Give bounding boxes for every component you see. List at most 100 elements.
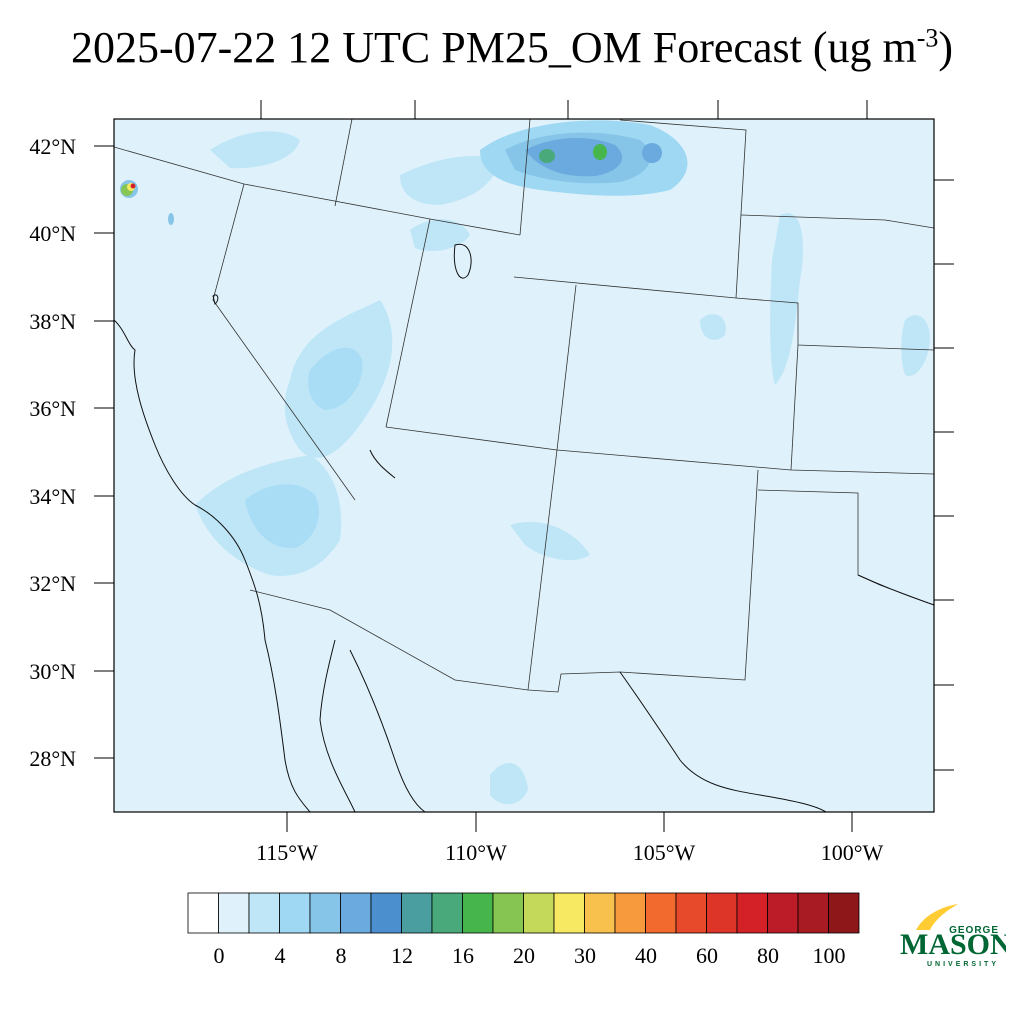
logo-line2: MASON xyxy=(900,928,1006,961)
colorbar-swatch xyxy=(736,892,768,934)
plume-idaho-east xyxy=(400,155,500,205)
colorbar-tick-label: 4 xyxy=(275,943,286,968)
logo-line3: UNIVERSITY xyxy=(927,961,999,968)
lat-label: 36°N xyxy=(29,396,76,421)
logo-line1: GEORGE xyxy=(949,925,999,936)
plume-nevada-core xyxy=(308,347,363,410)
great-salt-lake xyxy=(453,243,472,279)
longitude-labels: 115°W 110°W 105°W 100°W xyxy=(256,840,883,865)
logo-flame-icon xyxy=(916,904,958,930)
plume-wyoming-hot-2 xyxy=(593,144,607,160)
colorbar-swatch xyxy=(187,892,219,934)
title-time: 12 UTC xyxy=(287,23,431,72)
colorbar-swatch xyxy=(675,892,707,934)
colorbar-swatch xyxy=(767,892,799,934)
colorbar-swatch xyxy=(218,892,250,934)
red-river xyxy=(857,574,935,606)
border-sd-ne xyxy=(740,214,935,229)
plume-plains-2 xyxy=(901,315,930,376)
border-id-mt xyxy=(334,118,353,207)
colorbar xyxy=(187,892,860,934)
lat-label: 34°N xyxy=(29,484,76,509)
colorbar-swatch xyxy=(492,892,524,934)
latitude-labels: 42°N 40°N 38°N 36°N 34°N 32°N 30°N 28°N xyxy=(29,134,76,771)
colorbar-swatch xyxy=(797,892,829,934)
map-title: 2025-07-22 12 UTC PM25_OM Forecast (ug m… xyxy=(0,22,1024,73)
frame-ticks xyxy=(94,100,954,832)
lat-label: 32°N xyxy=(29,571,76,596)
lat-label: 40°N xyxy=(29,221,76,246)
plume-nm xyxy=(510,521,590,561)
river-colorado xyxy=(369,449,396,479)
colorbar-swatch xyxy=(553,892,585,934)
colorbar-swatch xyxy=(828,892,860,934)
colorbar-swatch xyxy=(645,892,677,934)
plume-wyoming-hot-1 xyxy=(539,149,555,163)
colorbar-tick-label: 8 xyxy=(336,943,347,968)
border-wy-east xyxy=(619,119,747,299)
lat-label: 42°N xyxy=(29,134,76,159)
state-boundaries xyxy=(113,118,935,693)
colorbar-swatch xyxy=(279,892,311,934)
colorbar-tick-label: 60 xyxy=(696,943,718,968)
border-wy-south xyxy=(513,276,737,299)
plume-wyoming-east xyxy=(642,143,662,163)
border-ks-ok xyxy=(790,344,799,471)
lake-tahoe xyxy=(212,294,219,305)
plume-mexico xyxy=(490,763,528,805)
title-variable: PM25_OM xyxy=(441,23,642,72)
title-kind: Forecast xyxy=(652,23,802,72)
border-wy-west xyxy=(519,118,531,236)
plume-idaho xyxy=(210,131,300,169)
border-nv-ut xyxy=(385,218,431,428)
border-ca-nv xyxy=(212,183,356,501)
colorbar-tick-label: 30 xyxy=(574,943,596,968)
title-units-prefix: (ug m xyxy=(812,23,917,72)
colorbar-swatch xyxy=(431,892,463,934)
title-units-exponent: -3 xyxy=(916,23,939,53)
fire-hotspot-red xyxy=(130,183,136,189)
colorbar-swatch xyxy=(309,892,341,934)
colorbar-swatch xyxy=(370,892,402,934)
lat-label: 28°N xyxy=(29,746,76,771)
colorbar-tick-label: 100 xyxy=(813,943,846,968)
map-frame xyxy=(113,118,935,813)
colorbar-swatch xyxy=(614,892,646,934)
rio-grande xyxy=(619,671,827,813)
map-background xyxy=(114,119,934,812)
fire-hotspot-small xyxy=(168,213,174,225)
colorbar-swatch xyxy=(706,892,738,934)
border-ut-co xyxy=(556,284,577,451)
border-ne-ks xyxy=(735,297,935,351)
coast-california xyxy=(113,319,311,813)
colorbar-swatch xyxy=(462,892,494,934)
lon-label: 105°W xyxy=(633,840,696,865)
border-nm-tx xyxy=(249,469,759,693)
border-or-ca-nv-id xyxy=(113,146,521,236)
colorbar-tick-label: 20 xyxy=(513,943,535,968)
concentration-plumes xyxy=(120,120,930,805)
plume-plains-1 xyxy=(770,213,804,385)
title-units-suffix: ) xyxy=(938,23,954,72)
colorbar-tick-label: 16 xyxy=(452,943,474,968)
colorbar-tick-label: 40 xyxy=(635,943,657,968)
university-logo: GEORGE MASON UNIVERSITY xyxy=(900,904,1006,968)
border-az-ut xyxy=(385,426,935,475)
border-az-nm xyxy=(527,449,558,691)
title-date: 2025-07-22 xyxy=(70,23,277,72)
coastlines xyxy=(113,243,935,813)
colorbar-swatch xyxy=(523,892,555,934)
coast-gulf-california xyxy=(319,639,356,813)
coast-baja-east xyxy=(349,649,426,813)
colorbar-swatch xyxy=(584,892,616,934)
colorbar-tick-label: 12 xyxy=(391,943,413,968)
colorbar-swatch xyxy=(340,892,372,934)
lat-label: 30°N xyxy=(29,659,76,684)
lon-label: 100°W xyxy=(821,840,884,865)
colorbar-labels: 0 4 8 12 16 20 30 40 60 80 100 xyxy=(214,943,846,968)
plume-colorado xyxy=(700,314,726,340)
colorbar-swatch xyxy=(248,892,280,934)
plume-socal-core xyxy=(245,484,319,549)
colorbar-tick-label: 0 xyxy=(214,943,225,968)
